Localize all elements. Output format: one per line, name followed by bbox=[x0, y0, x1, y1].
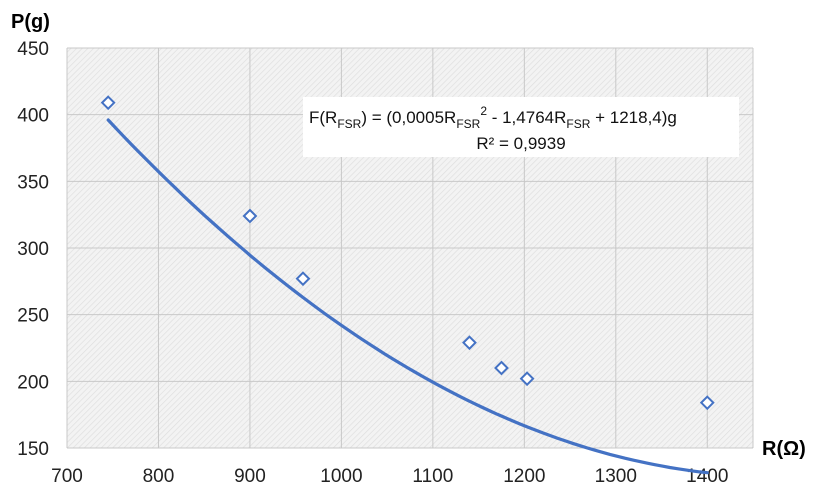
trendline-equation: F(RFSR) = (0,0005RFSR2 - 1,4764RFSR + 12… bbox=[309, 104, 677, 131]
x-tick-label: 1400 bbox=[686, 466, 728, 487]
data-point bbox=[100, 95, 116, 111]
y-tick-label: 350 bbox=[17, 172, 49, 193]
y-tick-label: 250 bbox=[17, 306, 49, 327]
x-tick-label: 1300 bbox=[595, 466, 637, 487]
data-point bbox=[462, 335, 477, 351]
y-tick-label: 150 bbox=[17, 439, 49, 460]
x-tick-labels: 700 800 900 1000 1100 1200 1300 1400 bbox=[51, 466, 728, 487]
r-squared: R² = 0,9939 bbox=[476, 134, 565, 153]
data-point bbox=[519, 371, 535, 387]
y-tick-label: 450 bbox=[17, 39, 49, 60]
data-point bbox=[295, 271, 311, 287]
y-tick-labels: 150 200 250 300 350 400 450 bbox=[17, 39, 49, 460]
x-tick-label: 700 bbox=[51, 466, 83, 487]
x-tick-label: 900 bbox=[234, 466, 266, 487]
equation-box bbox=[303, 97, 739, 157]
trendline bbox=[106, 118, 709, 475]
x-tick-label: 1000 bbox=[320, 466, 362, 487]
x-axis-title: R(Ω) bbox=[762, 438, 806, 460]
grid bbox=[66, 47, 754, 449]
y-tick-label: 400 bbox=[17, 106, 49, 127]
x-tick-label: 800 bbox=[143, 466, 175, 487]
y-tick-label: 200 bbox=[17, 372, 49, 393]
x-tick-label: 1200 bbox=[503, 466, 545, 487]
data-points bbox=[100, 95, 715, 411]
data-point bbox=[494, 360, 509, 376]
data-point bbox=[699, 395, 715, 411]
y-axis-title: P(g) bbox=[11, 11, 50, 33]
y-tick-label: 300 bbox=[17, 239, 49, 260]
data-point bbox=[242, 208, 258, 224]
x-tick-label: 1100 bbox=[412, 466, 453, 487]
